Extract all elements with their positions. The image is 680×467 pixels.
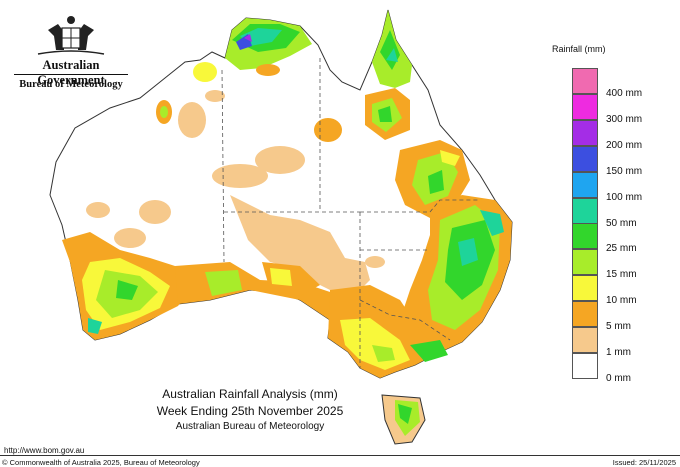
legend-swatch <box>572 275 598 302</box>
legend-label: 100 mm <box>606 191 643 203</box>
government-title: Australian Government <box>37 58 105 87</box>
website-link[interactable]: http://www.bom.gov.au <box>4 446 85 455</box>
bureau-title: Bureau of Meteorology <box>19 79 123 90</box>
legend-label: 0 mm <box>606 372 631 384</box>
legend-title: Rainfall (mm) <box>552 44 606 54</box>
legend-label: 200 mm <box>606 139 643 151</box>
legend-label: 1 mm <box>606 347 631 358</box>
legend-label: 50 mm <box>606 217 637 229</box>
header-divider <box>14 74 128 75</box>
legend-label: 10 mm <box>606 295 637 307</box>
legend-label: 150 mm <box>606 165 643 177</box>
rainfall-shading <box>62 10 512 436</box>
legend-swatch <box>572 119 598 146</box>
footer-divider <box>0 455 680 456</box>
legend-swatch <box>572 171 598 198</box>
legend-swatch <box>572 327 598 353</box>
legend-label: 300 mm <box>606 113 643 125</box>
map-subtitle: Week Ending 25th November 2025 <box>156 404 344 418</box>
map-title: Australian Rainfall Analysis (mm) <box>162 387 338 401</box>
legend-swatch <box>572 223 598 250</box>
legend-swatch <box>572 145 598 172</box>
coat-of-arms-icon <box>37 16 105 55</box>
state-borders <box>221 58 480 368</box>
copyright-text: © Commonwealth of Australia 2025, Bureau… <box>2 458 200 467</box>
legend-label: 400 mm <box>606 88 643 99</box>
issued-date: Issued: 25/11/2025 <box>612 458 676 467</box>
legend-swatch <box>572 197 598 224</box>
legend-swatch <box>572 93 598 120</box>
legend-label: 15 mm <box>606 269 637 281</box>
legend-swatch <box>572 249 598 276</box>
legend-label: 25 mm <box>606 243 637 255</box>
legend-swatch <box>572 301 598 328</box>
map-credit: Australian Bureau of Meteorology <box>175 421 325 432</box>
legend-label: 5 mm <box>606 321 631 333</box>
legend-swatch <box>572 68 598 94</box>
legend-swatch <box>572 352 598 379</box>
